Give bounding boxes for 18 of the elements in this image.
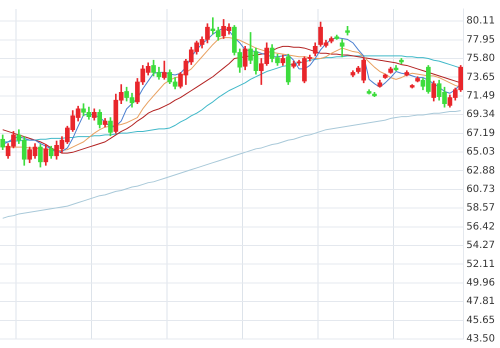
y-tick-label: 80.11 xyxy=(466,16,496,27)
y-tick-label: 60.73 xyxy=(466,184,496,195)
y-tick-label: 73.65 xyxy=(466,72,496,83)
y-tick-label: 52.11 xyxy=(466,258,496,270)
y-tick-label: 58.57 xyxy=(466,202,496,214)
y-tick-label: 69.34 xyxy=(466,109,496,120)
y-tick-label: 45.65 xyxy=(466,314,496,326)
y-tick-label: 77.95 xyxy=(466,34,496,46)
y-tick-label: 47.81 xyxy=(466,296,496,308)
y-tick-label: 71.49 xyxy=(466,90,496,102)
y-tick-label: 62.88 xyxy=(466,165,496,176)
y-tick-label: 65.03 xyxy=(466,146,496,158)
y-tick-label: 49.96 xyxy=(466,277,496,288)
y-tick-label: 56.42 xyxy=(466,221,496,232)
y-tick-label: 75.80 xyxy=(466,53,496,64)
y-tick-label: 67.19 xyxy=(466,128,496,139)
y-tick-label: 54.27 xyxy=(466,240,496,252)
y-tick-label: 43.50 xyxy=(466,334,496,345)
